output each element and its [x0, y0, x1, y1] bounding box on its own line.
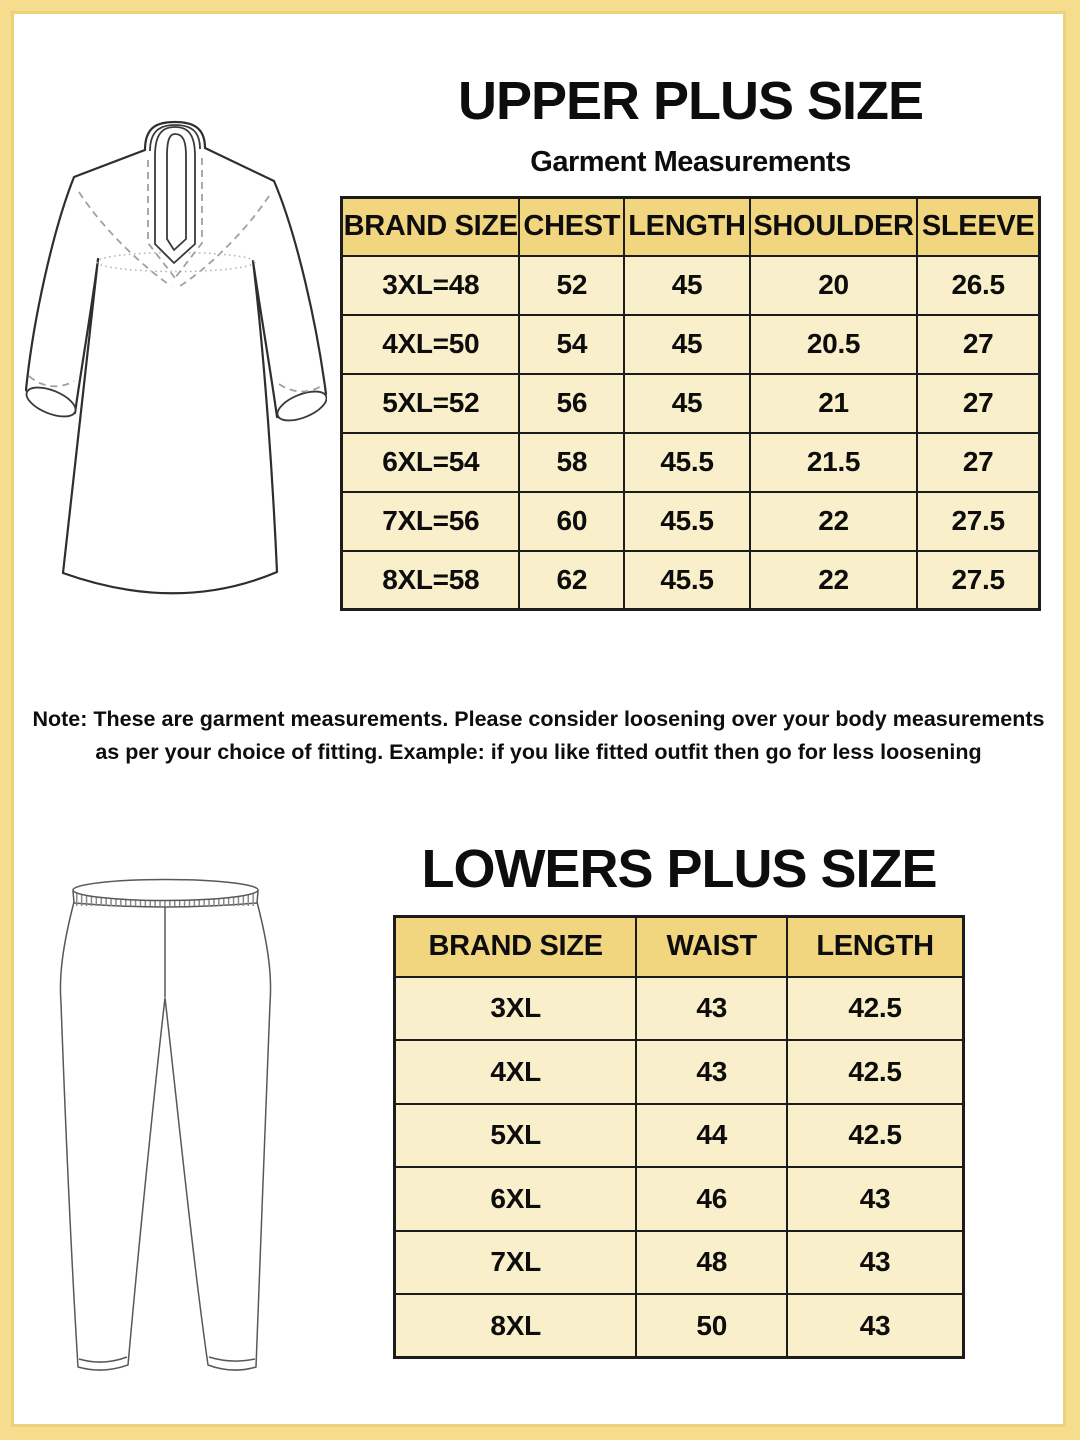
table-cell: 42.5 — [786, 1102, 965, 1168]
upper-size-table: BRAND SIZE CHEST LENGTH SHOULDER SLEEVE 3XL=4… — [340, 196, 1041, 611]
table-row: 6XL=54 58 45.5 21.5 27 — [340, 431, 1041, 493]
table-cell: 4XL=50 — [340, 313, 521, 375]
table-cell: 20.5 — [748, 313, 919, 375]
table-cell: 60 — [518, 490, 626, 552]
table-row: 8XL 50 43 — [393, 1293, 965, 1359]
column-header: SHOULDER — [748, 196, 919, 257]
table-row: 4XL=50 54 45 20.5 27 — [340, 313, 1041, 375]
table-cell: 54 — [518, 313, 626, 375]
table-cell: 27 — [916, 313, 1041, 375]
table-row: 5XL 44 42.5 — [393, 1102, 965, 1168]
column-header: CHEST — [518, 196, 626, 257]
column-header: LENGTH — [786, 915, 965, 978]
table-cell: 20 — [748, 254, 919, 316]
table-cell: 27.5 — [916, 549, 1041, 611]
table-cell: 7XL — [393, 1229, 638, 1295]
note-line-1: Note: These are garment measurements. Pl… — [32, 707, 1045, 731]
size-chart-page: UPPER PLUS SIZE Garment Measurements BRA… — [14, 14, 1063, 1424]
table-cell: 21 — [748, 372, 919, 434]
table-cell: 27.5 — [916, 490, 1041, 552]
kurta-illustration — [25, 120, 327, 595]
lower-section-title: LOWERS PLUS SIZE — [421, 839, 937, 899]
table-cell: 7XL=56 — [340, 490, 521, 552]
table-cell: 8XL=58 — [340, 549, 521, 611]
table-cell: 26.5 — [916, 254, 1041, 316]
table-cell: 8XL — [393, 1293, 638, 1359]
header-row: BRAND SIZE WAIST LENGTH — [393, 915, 965, 978]
table-cell: 43 — [635, 1039, 789, 1105]
table-cell: 46 — [635, 1166, 789, 1232]
table-row: 7XL=56 60 45.5 22 27.5 — [340, 490, 1041, 552]
table-cell: 4XL — [393, 1039, 638, 1105]
note-line-2: as per your choice of fitting. Example: … — [95, 740, 982, 765]
table-cell: 22 — [748, 549, 919, 611]
table-cell: 56 — [518, 372, 626, 434]
table-row: 3XL 43 42.5 — [393, 975, 965, 1041]
table-cell: 27 — [916, 372, 1041, 434]
table-row: 4XL 43 42.5 — [393, 1039, 965, 1105]
table-cell: 27 — [916, 431, 1041, 493]
table-cell: 5XL=52 — [340, 372, 521, 434]
table-cell: 42.5 — [786, 1039, 965, 1105]
table-row: 6XL 46 43 — [393, 1166, 965, 1232]
table-cell: 42.5 — [786, 975, 965, 1041]
table-cell: 48 — [635, 1229, 789, 1295]
table-cell: 58 — [518, 431, 626, 493]
column-header: BRAND SIZE — [393, 915, 638, 978]
table-cell: 44 — [635, 1102, 789, 1168]
column-header: SLEEVE — [916, 196, 1041, 257]
table-cell: 43 — [635, 975, 789, 1041]
header-row: BRAND SIZE CHEST LENGTH SHOULDER SLEEVE — [340, 196, 1041, 257]
table-row: 5XL=52 56 45 21 27 — [340, 372, 1041, 434]
table-cell: 6XL=54 — [340, 431, 521, 493]
table-row: 7XL 48 43 — [393, 1229, 965, 1295]
table-cell: 45 — [623, 313, 751, 375]
table-cell: 45 — [623, 372, 751, 434]
table-cell: 3XL=48 — [340, 254, 521, 316]
column-header: LENGTH — [623, 196, 751, 257]
table-cell: 45.5 — [623, 490, 751, 552]
table-row: 3XL=48 52 45 20 26.5 — [340, 254, 1041, 316]
table-cell: 52 — [518, 254, 626, 316]
column-header: BRAND SIZE — [340, 196, 521, 257]
table-cell: 43 — [786, 1229, 965, 1295]
table-cell: 45 — [623, 254, 751, 316]
upper-section-subtitle: Garment Measurements — [530, 146, 851, 178]
table-cell: 62 — [518, 549, 626, 611]
table-row: 8XL=58 62 45.5 22 27.5 — [340, 549, 1041, 611]
table-cell: 43 — [786, 1293, 965, 1359]
table-cell: 43 — [786, 1166, 965, 1232]
table-cell: 45.5 — [623, 431, 751, 493]
table-cell: 6XL — [393, 1166, 638, 1232]
table-cell: 50 — [635, 1293, 789, 1359]
measurement-note: Note: These are garment measurements. Pl… — [14, 703, 1063, 770]
table-cell: 5XL — [393, 1102, 638, 1168]
lower-size-table: BRAND SIZE WAIST LENGTH 3XL 43 42.5 4XL 43 42.5 5… — [393, 915, 965, 1359]
table-cell: 45.5 — [623, 549, 751, 611]
leggings-illustration — [59, 878, 272, 1371]
table-cell: 21.5 — [748, 431, 919, 493]
table-cell: 3XL — [393, 975, 638, 1041]
table-cell: 22 — [748, 490, 919, 552]
upper-section-title: UPPER PLUS SIZE — [457, 71, 924, 131]
column-header: WAIST — [635, 915, 789, 978]
